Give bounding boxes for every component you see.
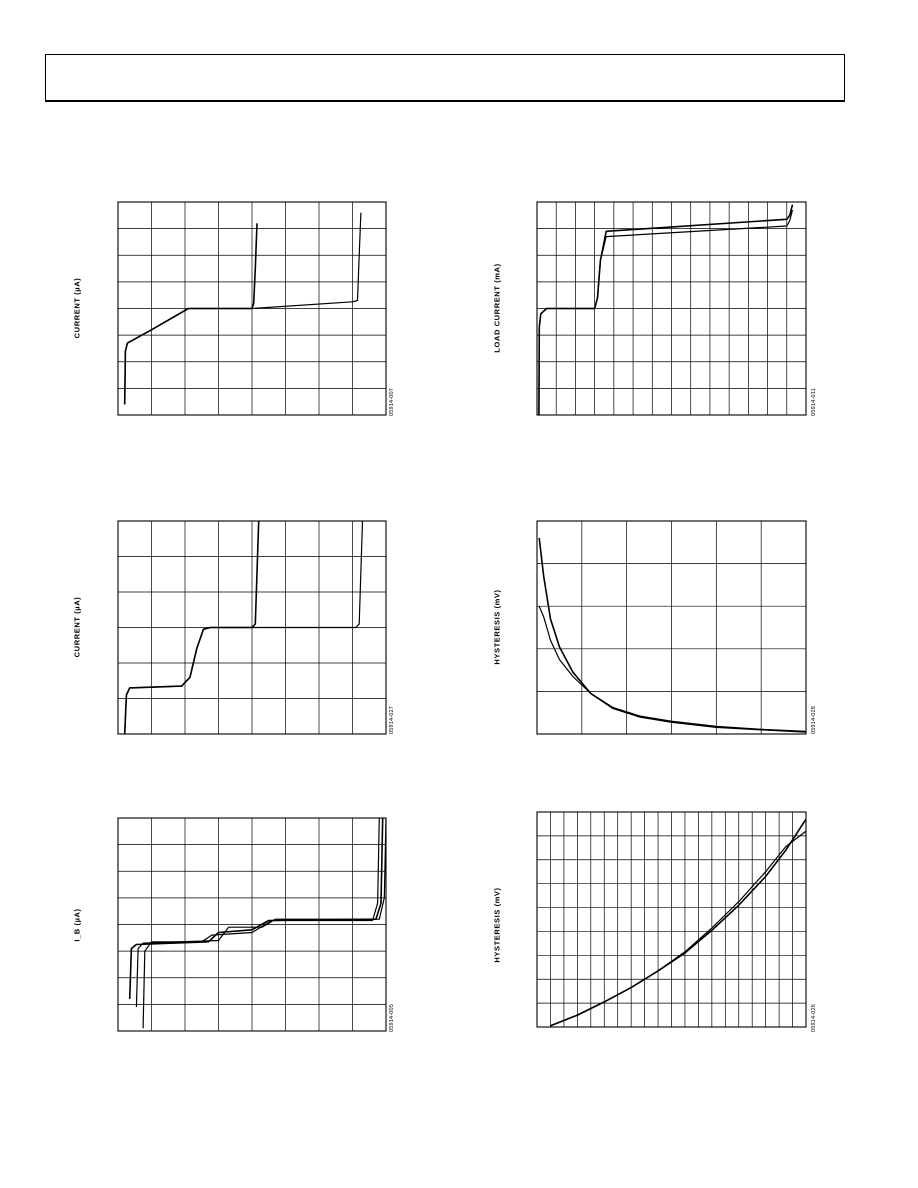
series-line-3	[142, 817, 380, 1029]
plot-frame	[117, 201, 387, 416]
series-line-2	[538, 209, 794, 416]
series-line-2	[538, 605, 807, 732]
page-header-box	[45, 54, 845, 102]
plot-frame	[536, 201, 807, 416]
plot-frame	[117, 817, 387, 1032]
series-line-2	[124, 520, 364, 735]
series-line-1	[128, 817, 384, 1000]
plot-frame	[536, 811, 807, 1028]
plot-frame	[117, 520, 387, 735]
series-line-2	[135, 817, 387, 1008]
series-line-1	[550, 818, 807, 1027]
series-line-2	[550, 830, 807, 1027]
plot-frame	[536, 520, 807, 735]
figure-id: 05914-026	[811, 1003, 817, 1033]
y-axis-label: HYSTERESIS (mV)	[492, 887, 502, 963]
series-line-2	[124, 212, 362, 405]
